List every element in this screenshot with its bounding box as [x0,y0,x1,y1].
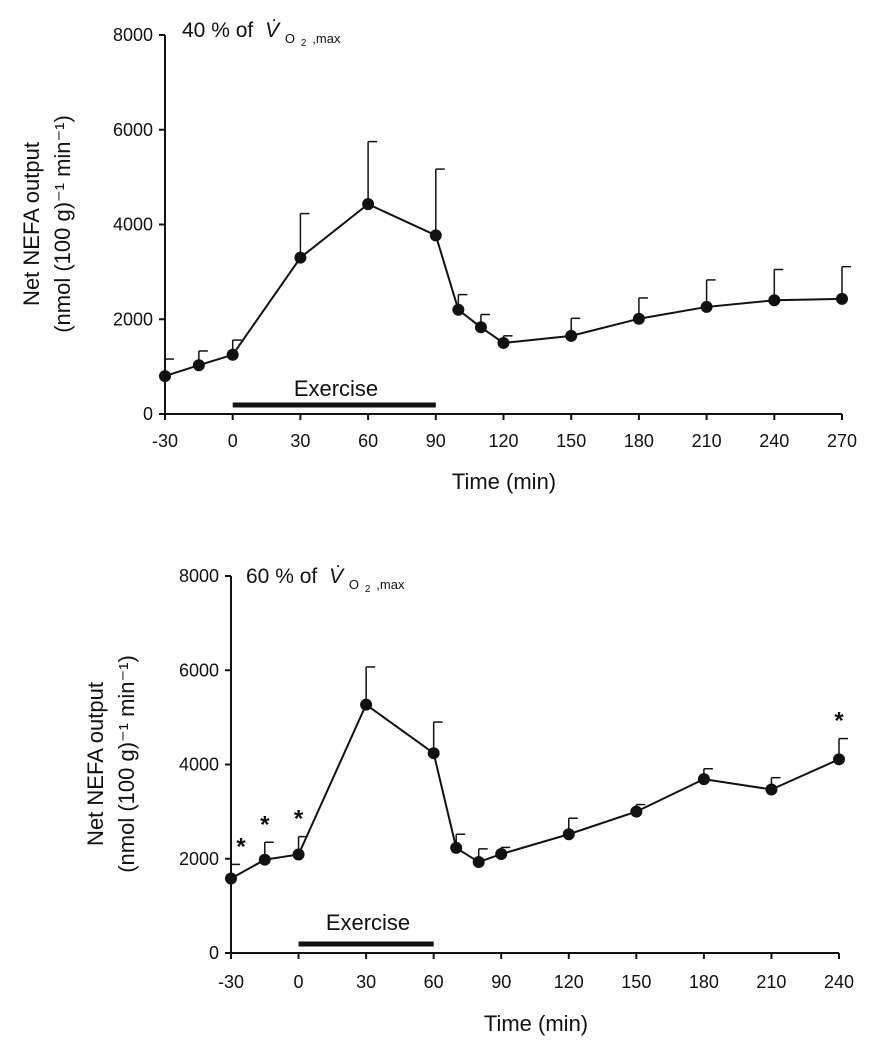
significance-marker: * [294,806,304,833]
data-point [427,747,440,760]
x-tick-label: 210 [756,972,786,992]
x-tick-label: 60 [424,972,444,992]
data-point [700,300,713,313]
series-line [230,703,840,880]
data-point [495,848,508,861]
y-tick-label: 0 [143,404,153,424]
chart-title-60: 60 % of V̇ O 2 ,max [246,565,405,597]
x-tick-label: 30 [356,972,376,992]
x-tick-label: 210 [692,431,722,451]
y-tick-label: 4000 [179,755,219,775]
series-line [164,202,843,378]
chart-panel-40: 40 % of V̇ O 2 ,max Net NEFA output (nmo… [19,19,857,494]
y-tick-label: 6000 [179,660,219,680]
ticks-40: 0 2000 4000 6000 8000 -30 0 30 60 90 120 150 180 210 2… [113,25,857,451]
significance-marker: * [260,811,270,838]
x-tick-label: 240 [824,972,854,992]
data-point [292,848,305,861]
exercise-label-40: Exercise [294,376,378,401]
data-point [833,753,845,766]
data-point [565,329,578,342]
data-point [225,872,237,885]
title-subscript: O [349,577,359,592]
data-point [294,251,307,264]
data-point [258,853,271,866]
y-axis-title-line1: Net NEFA output [19,142,44,306]
x-axis-title: Time (min) [484,1011,588,1036]
data-point [836,292,848,305]
x-tick-label: -30 [152,431,178,451]
axes-40 [164,35,842,415]
title-prefix: 60 % of [246,565,317,588]
x-tick-label: 180 [689,972,719,992]
title-subscript-sub: 2 [301,38,307,49]
data-point [768,294,781,307]
marks-40 [159,140,851,408]
x-tick-label: 180 [624,431,654,451]
data-point [450,841,463,854]
y-tick-label: 8000 [179,566,219,586]
y-tick-label: 4000 [113,215,153,235]
title-subscript-sub: 2 [365,584,371,595]
x-tick-label: 0 [294,972,304,992]
significance-marker: * [834,708,844,735]
marks-60: * * * * [225,666,848,947]
x-tick-label: 240 [759,431,789,451]
data-point [360,698,373,711]
y-axis-title-line2: (nmol (100 g)⁻¹ min⁻¹) [114,655,139,873]
x-tick-label: 150 [556,431,586,451]
title-prefix: 40 % of [182,19,253,42]
exercise-label-60: Exercise [326,910,410,935]
x-tick-label: -30 [218,972,244,992]
data-point [632,312,645,325]
data-point [452,303,465,316]
data-point [765,783,778,796]
ticks-60: 0 2000 4000 6000 8000 -30 0 30 60 90 120 150 180 210 2… [179,566,854,992]
data-point [474,321,487,334]
chart-title-40: 40 % of V̇ O 2 ,max [182,19,341,51]
x-tick-label: 270 [827,431,857,451]
y-tick-label: 8000 [113,25,153,45]
data-point [159,370,171,383]
title-subscript-suffix: ,max [376,577,405,592]
x-tick-label: 150 [621,972,651,992]
x-tick-label: 30 [290,431,310,451]
y-tick-label: 2000 [113,309,153,329]
y-tick-label: 0 [209,943,219,963]
chart-panel-60: 60 % of V̇ O 2 ,max Net NEFA output (nmo… [83,565,854,1036]
title-subscript: O [285,31,295,46]
y-axis-title-line2: (nmol (100 g)⁻¹ min⁻¹) [50,115,75,333]
x-tick-label: 0 [228,431,238,451]
x-tick-label: 60 [358,431,378,451]
y-axis-title-line1: Net NEFA output [83,682,108,846]
data-point [226,348,239,361]
axes-60 [230,576,839,954]
data-point [362,198,375,211]
data-point [429,229,442,242]
y-tick-label: 6000 [113,120,153,140]
data-point [630,805,643,818]
x-axis-title: Time (min) [452,469,556,494]
x-tick-label: 120 [488,431,518,451]
data-point [472,856,485,869]
data-point [192,359,205,372]
x-tick-label: 120 [554,972,584,992]
x-tick-label: 90 [426,431,446,451]
y-tick-label: 2000 [179,849,219,869]
title-symbol: V̇ [265,19,281,42]
title-subscript-suffix: ,max [312,31,341,46]
data-point [562,828,575,841]
data-point [697,773,710,786]
x-tick-label: 90 [491,972,511,992]
title-symbol: V̇ [329,565,345,588]
data-point [497,336,510,349]
significance-marker: * [236,833,246,860]
